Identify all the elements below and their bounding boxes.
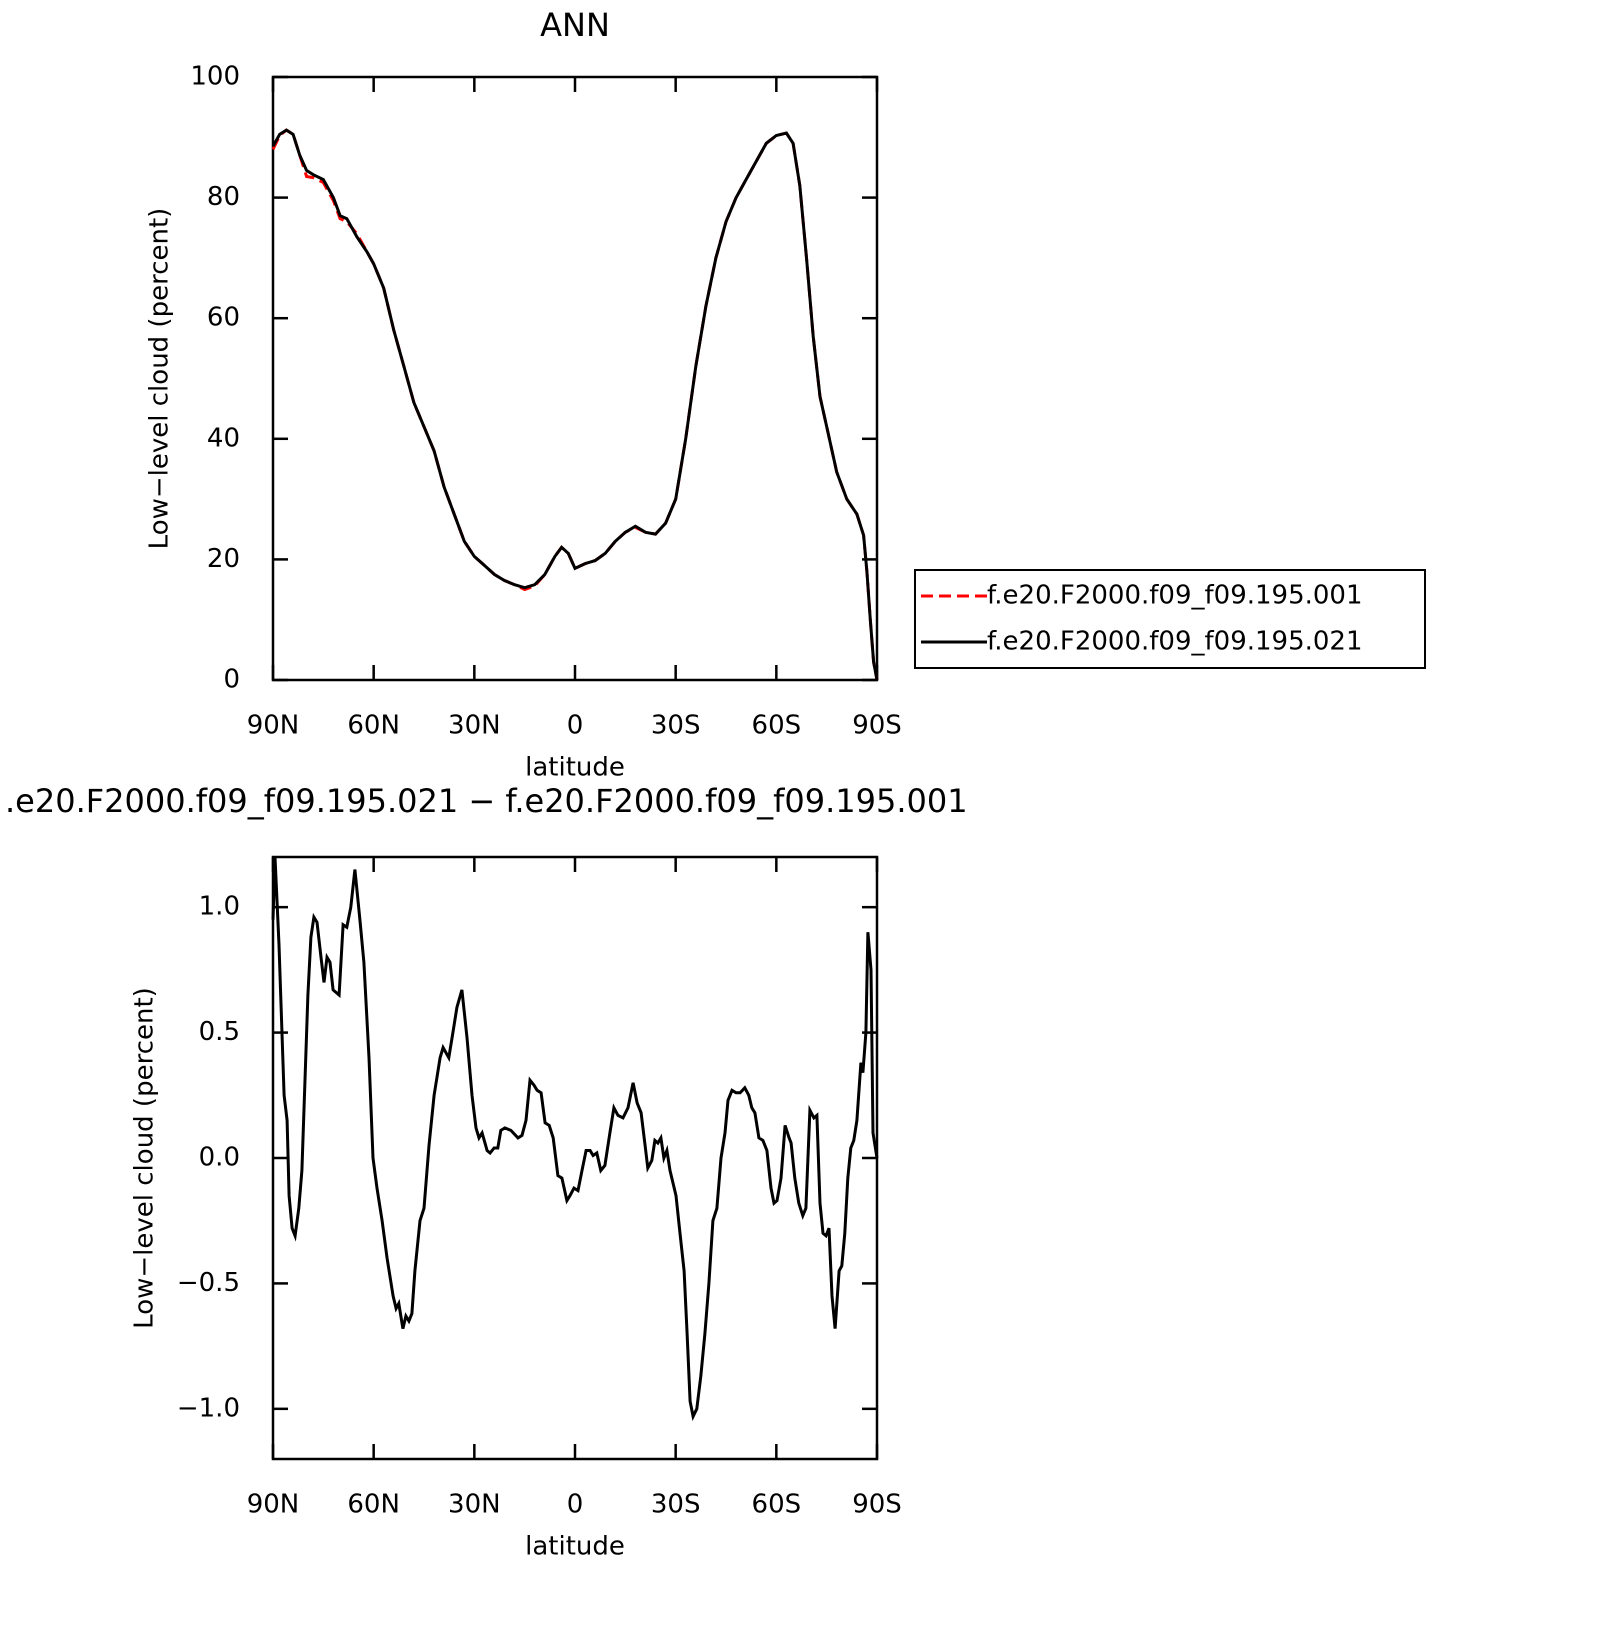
x-tick-label: 60N <box>347 1490 400 1520</box>
x-tick-label: 0 <box>567 711 584 741</box>
x-tick-label: 90S <box>852 711 902 741</box>
chart-title: .e20.F2000.f09_f09.195.021 − f.e20.F2000… <box>5 782 968 820</box>
x-tick-label: 90S <box>852 1490 902 1520</box>
y-tick-label: 0.0 <box>199 1143 240 1173</box>
y-tick-label: 80 <box>207 182 240 212</box>
legend-box <box>914 569 1426 669</box>
x-tick-label: 30S <box>651 1490 701 1520</box>
data-line <box>271 128 879 681</box>
x-tick-label: 60N <box>347 711 400 741</box>
y-axis-label: Low−level cloud (percent) <box>145 208 175 550</box>
plot-frame <box>271 75 879 682</box>
y-tick-label: 1.0 <box>199 892 240 922</box>
y-axis-label: Low−level cloud (percent) <box>130 987 160 1329</box>
y-tick-label: 40 <box>207 423 240 453</box>
y-tick-label: −1.0 <box>177 1393 240 1423</box>
y-tick-label: 20 <box>207 544 240 574</box>
x-tick-label: 90N <box>247 711 300 741</box>
data-line <box>271 856 879 1422</box>
y-tick-label: 100 <box>190 62 240 92</box>
x-tick-label: 0 <box>567 1490 584 1520</box>
x-tick-label: 30N <box>448 1490 501 1520</box>
data-line <box>271 128 879 681</box>
x-tick-label: 60S <box>752 1490 802 1520</box>
x-axis-label: latitude <box>525 753 625 783</box>
x-tick-label: 30N <box>448 711 501 741</box>
y-tick-label: 60 <box>207 303 240 333</box>
y-tick-label: −0.5 <box>177 1268 240 1298</box>
x-tick-label: 90N <box>247 1490 300 1520</box>
x-tick-label: 60S <box>752 711 802 741</box>
legend-label: f.e20.F2000.f09_f09.195.021 <box>987 627 1363 657</box>
legend-label: f.e20.F2000.f09_f09.195.001 <box>987 581 1363 611</box>
x-axis-label: latitude <box>525 1532 625 1562</box>
y-tick-label: 0.5 <box>199 1017 240 1047</box>
x-tick-label: 30S <box>651 711 701 741</box>
y-tick-label: 0 <box>223 665 240 695</box>
chart-title: ANN <box>540 6 610 44</box>
